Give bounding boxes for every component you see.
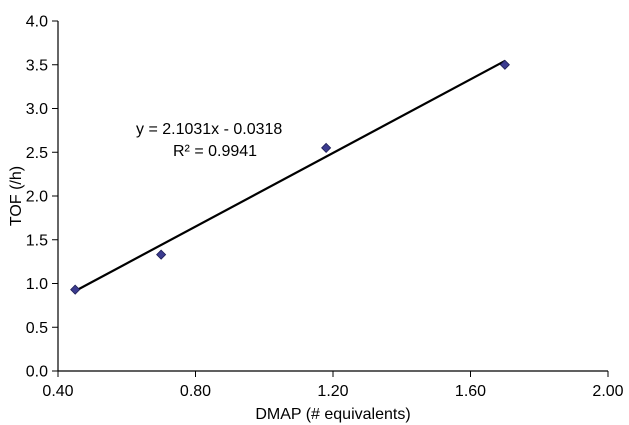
data-point (70, 284, 81, 295)
y-tick-label: 3.5 (26, 57, 48, 74)
data-point (321, 142, 332, 153)
y-tick-label: 1.5 (26, 232, 48, 249)
trendline-equation: y = 2.1031x - 0.0318 (136, 121, 282, 138)
y-tick-label: 2.5 (26, 145, 48, 162)
data-point (156, 249, 167, 260)
x-tick-label: 0.80 (180, 383, 211, 400)
x-axis-title: DMAP (# equivalents) (255, 406, 410, 423)
trendline-group (74, 59, 506, 292)
y-tick-label: 3.0 (26, 101, 48, 118)
x-tick-label: 0.40 (42, 383, 73, 400)
y-tick-label: 0.5 (26, 320, 48, 337)
y-ticks: 0.0 0.5 1.0 1.5 2.0 2.5 3.0 3.5 4.0 (26, 14, 58, 381)
y-tick-label: 4.0 (26, 14, 48, 31)
data-points (70, 59, 510, 295)
x-tick-label: 1.60 (455, 383, 486, 400)
x-ticks: 0.40 0.80 1.20 1.60 2.00 (42, 371, 624, 400)
trendline-r-squared: R² = 0.9941 (173, 143, 257, 160)
trendline (74, 59, 506, 292)
data-point (499, 59, 510, 70)
y-tick-label: 0.0 (26, 364, 48, 381)
y-tick-label: 2.0 (26, 189, 48, 206)
y-tick-label: 1.0 (26, 276, 48, 293)
axes (57, 21, 608, 372)
x-tick-label: 1.20 (317, 383, 348, 400)
x-tick-label: 2.00 (592, 383, 623, 400)
y-axis-title: TOF (/h) (8, 166, 25, 226)
